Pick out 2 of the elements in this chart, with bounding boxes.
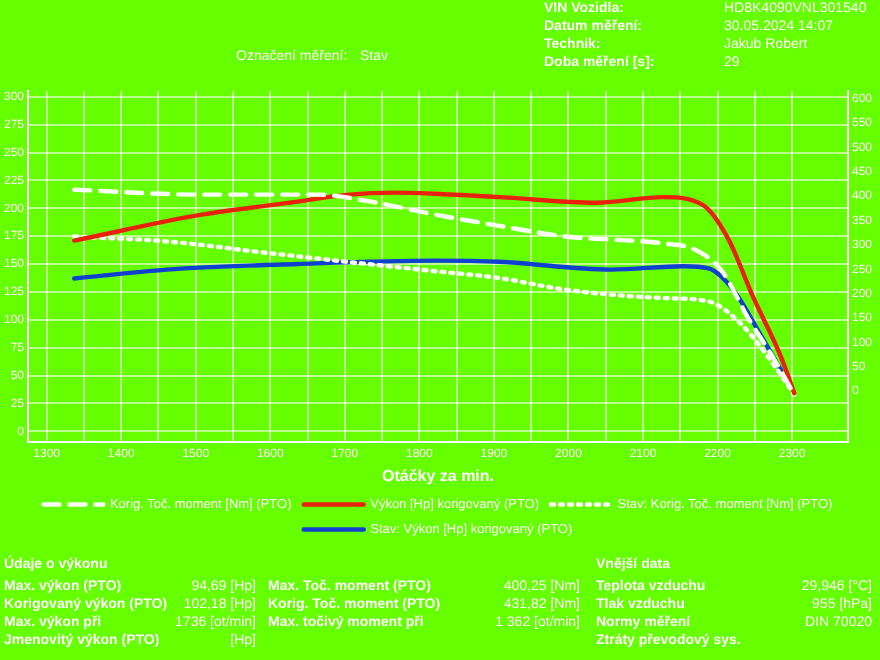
x-axis-title: Otáčky za min. — [381, 466, 495, 485]
line-series — [72, 258, 784, 373]
